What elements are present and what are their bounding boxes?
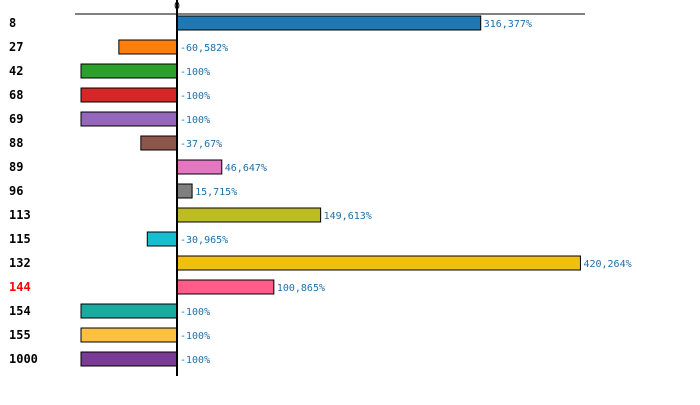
value-label: -100% [180,331,210,342]
bar [140,135,178,151]
category-label: 144 [9,280,31,294]
bar [80,327,178,343]
category-label: 154 [9,304,31,318]
value-label: -100% [180,91,210,102]
bar [176,15,482,31]
bars [80,15,581,367]
zero-tick-label: 0 [174,1,180,12]
bar [176,159,223,175]
bar [176,183,193,199]
bar [176,255,581,271]
category-label: 1000 [9,352,38,366]
bar [146,231,178,247]
category-label: 132 [9,256,31,270]
category-label: 42 [9,64,23,78]
value-label: 46,647% [225,163,267,174]
bar [80,351,178,367]
value-label: -100% [180,307,210,318]
bar [176,279,275,295]
category-label: 8 [9,16,16,30]
bar [80,87,178,103]
category-label: 68 [9,88,23,102]
value-label: 149,613% [324,211,372,222]
value-labels: 316,377% -60,582% -100% -100% -100% -37,67% 46… [180,19,632,366]
value-label: 15,715% [195,187,237,198]
value-label: -30,965% [180,235,228,246]
value-label: 420,264% [583,259,631,270]
value-label: 100,865% [277,283,325,294]
value-label: -100% [180,67,210,78]
category-label: 115 [9,232,31,246]
value-label: -37,67% [180,139,222,150]
category-label: 27 [9,40,23,54]
category-label: 113 [9,208,31,222]
category-label: 88 [9,136,23,150]
category-label: 96 [9,184,23,198]
value-label: 316,377% [484,19,532,30]
category-label: 89 [9,160,23,174]
bar [80,111,178,127]
value-label: -100% [180,355,210,366]
category-labels: 8 27 42 68 69 88 89 96 113 115 132 144 154 155 1000 [9,16,38,366]
value-label: -100% [180,115,210,126]
value-label: -60,582% [180,43,228,54]
bar [176,207,322,223]
bar [118,39,178,55]
bar [80,63,178,79]
category-label: 69 [9,112,23,126]
category-label: 155 [9,328,31,342]
bar [80,303,178,319]
